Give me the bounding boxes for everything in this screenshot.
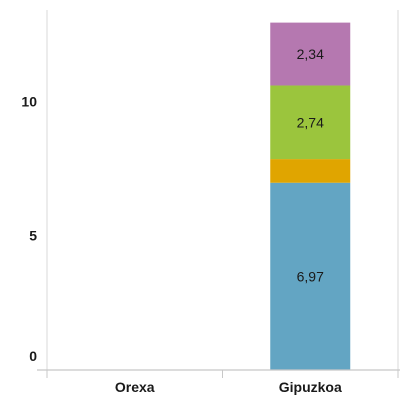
x-category-label-1: Gipuzkoa	[279, 379, 342, 395]
x-axis: Orexa Gipuzkoa	[37, 369, 400, 395]
bar-segment-1-0	[270, 182, 351, 370]
y-tick-label-1: 5	[29, 228, 37, 244]
x-category-label-0: Orexa	[115, 379, 155, 395]
y-axis: 0 5 10	[21, 93, 37, 364]
bar-segment-1-1	[270, 159, 351, 183]
data-label-1-3: 2,34	[297, 46, 324, 62]
y-tick-label-2: 10	[21, 93, 37, 109]
bar-segments	[270, 22, 351, 370]
bar-segment-1-2	[270, 85, 351, 160]
data-labels: 6,97 2,74 2,34	[297, 46, 324, 284]
data-label-1-0: 6,97	[297, 268, 324, 284]
plot-area	[46, 10, 399, 370]
y-tick-label-0: 0	[29, 348, 37, 364]
bar-segment-1-3	[270, 22, 351, 86]
data-label-1-2: 2,74	[297, 114, 324, 130]
